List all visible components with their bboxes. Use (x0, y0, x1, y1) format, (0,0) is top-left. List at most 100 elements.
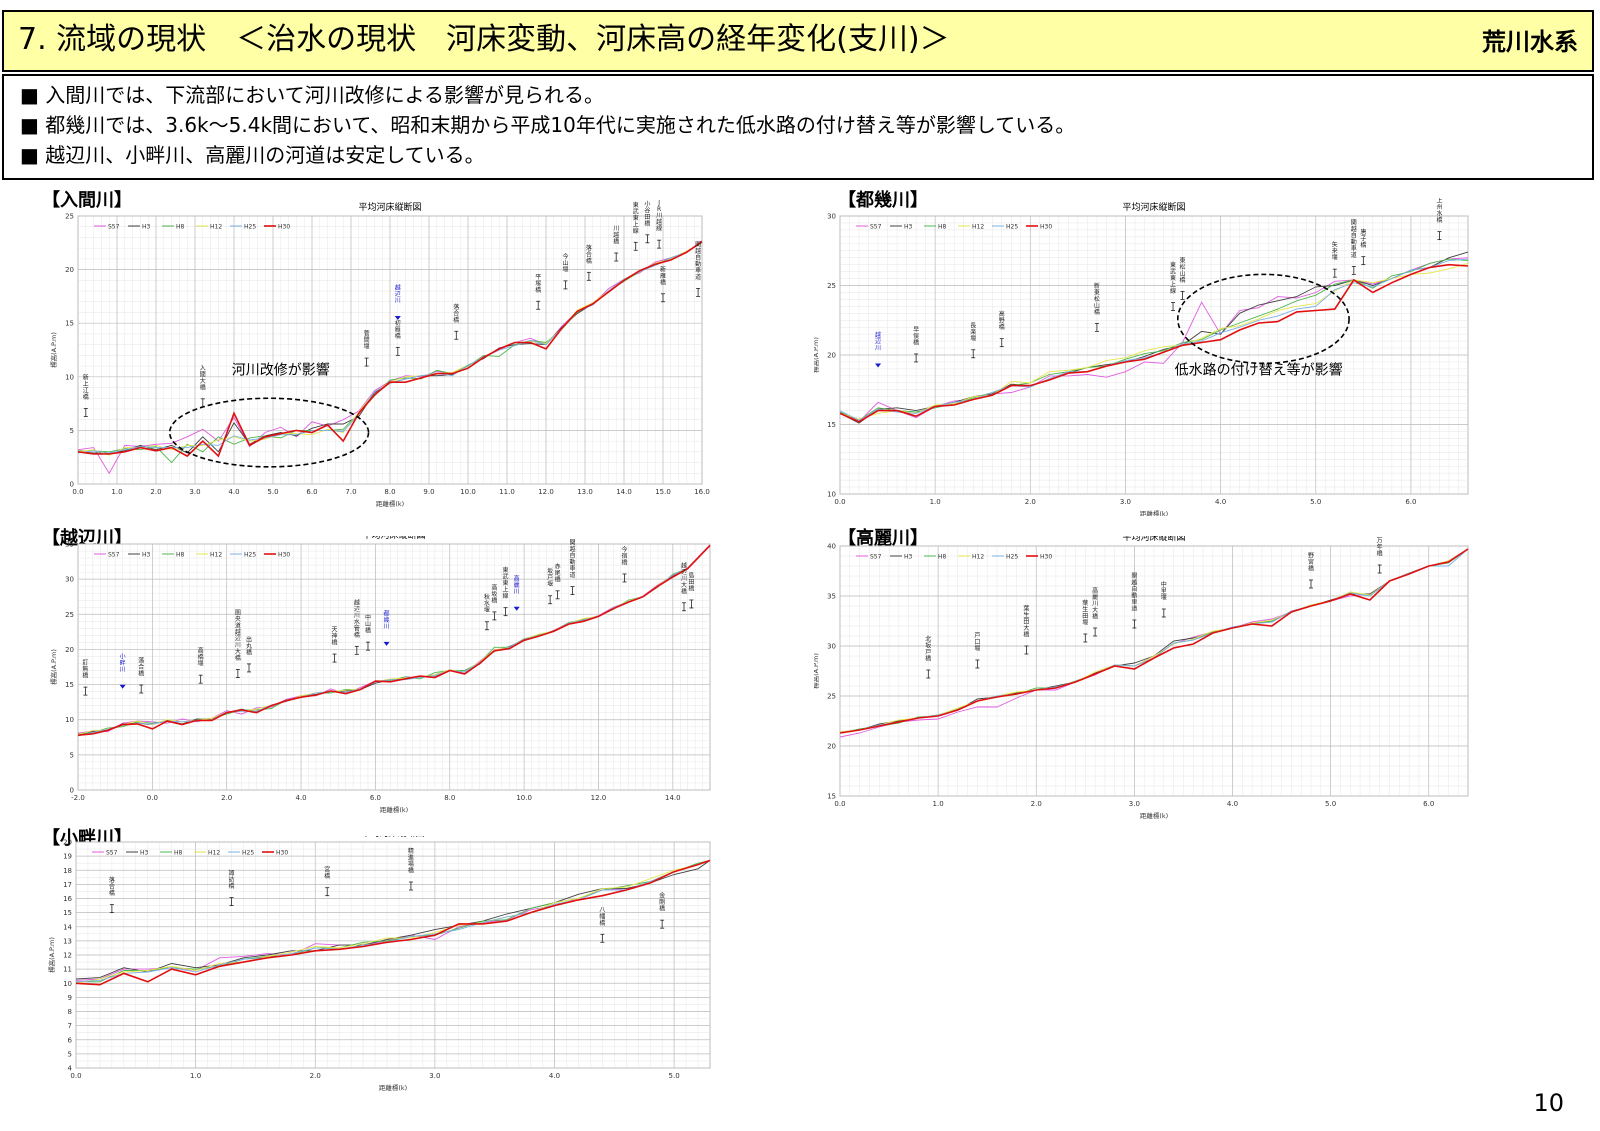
structure-label-char: 水 (484, 600, 490, 608)
tributary-marker (513, 606, 520, 611)
structure-label-char: 東 (1170, 261, 1176, 269)
x-tick-label: 5.0 (1325, 800, 1336, 808)
structure-label-char: 山 (562, 259, 568, 267)
structure-label-char: 天 (332, 627, 338, 634)
y-tick-label: 20 (63, 839, 72, 847)
structure-label: 越辺川 (395, 284, 401, 305)
structure-label-char: 東 (503, 566, 509, 574)
structure-label: 落合橋 (109, 876, 115, 897)
structure-label-char: 橋 (913, 339, 919, 347)
x-tick-label: 4.0 (295, 794, 306, 802)
structure-label-char: 東 (633, 201, 639, 209)
structure-label-char: 江 (83, 388, 89, 395)
structure-label-char: 堰 (547, 580, 553, 588)
structure-label: 東武東上線 (503, 566, 509, 600)
y-axis-label: 標高(A.P.m) (47, 937, 56, 973)
summary-bullet-1: ■ 入間川では、下流部において河川改修による影響が見られる。 (20, 83, 605, 107)
legend-label-h25: H25 (1006, 224, 1018, 231)
x-tick-label: 5.0 (1310, 498, 1321, 506)
legend-label-h8: H8 (174, 850, 183, 857)
structure-label: 越辺川大橋 (681, 561, 687, 595)
x-tick-label: 8.0 (384, 488, 395, 496)
structure-label-char: 管 (354, 624, 360, 632)
structure-label-char: 大 (200, 377, 206, 385)
x-tick-label: 5.0 (267, 488, 278, 496)
structure-label-char: 都 (384, 609, 390, 617)
structure-label-char: 宮 (1308, 558, 1314, 566)
structure-label-char: 落 (109, 876, 115, 884)
structure-label-char: 秋 (484, 593, 490, 601)
structure-label-char: 堰 (198, 660, 204, 668)
y-tick-label: 0 (70, 787, 74, 795)
structure-label: 都幾川 (384, 609, 390, 630)
structure-label-char: 橋 (613, 238, 619, 246)
structure-label-char: 幡 (599, 912, 605, 920)
structure-label-char: 橋 (354, 631, 360, 639)
structure-label: 早俣橋 (913, 327, 919, 347)
structure-label: J R 川越線 (656, 200, 662, 233)
y-tick-label: 30 (827, 213, 836, 221)
x-tick-label: 10.0 (460, 488, 476, 496)
structure-label-char: 越 (681, 561, 687, 569)
x-tick-label: 4.0 (1215, 498, 1226, 506)
chart-iruma: 平均河床縦断図 0.0 1.0 2.0 3.0 4.0 5.0 6.0 7.0 8.0 9.0 10.… (30, 198, 730, 516)
structure-label-char: 車 (1351, 244, 1357, 252)
x-tick-label: 4.0 (549, 1072, 560, 1080)
structure-label-char: 堰 (974, 645, 980, 653)
structure-label-char: 車 (1131, 598, 1137, 606)
series-line-h30 (75, 859, 711, 986)
structure-label-char: 水 (1436, 210, 1442, 218)
structure-label-char: 堰 (484, 606, 490, 614)
legend-label-h3: H3 (142, 552, 151, 559)
chart-title: 平均河床縦断図 (1122, 536, 1185, 543)
y-tick-label: 14 (63, 923, 72, 931)
structure-label-char: 合 (138, 663, 144, 671)
y-tick-label: 7 (68, 1022, 72, 1030)
x-tick-label: 12.0 (591, 794, 607, 802)
x-tick-label: 8.0 (444, 794, 455, 802)
structure-label-char: 生 (1023, 611, 1029, 619)
structure-label-char: 合 (109, 883, 115, 891)
structure-label-char: 矢 (1332, 241, 1338, 249)
structure-label-char: 坂 (925, 642, 931, 650)
structure-label-char: 口 (974, 639, 980, 646)
structure-label: 菅間堰 (364, 330, 370, 351)
x-tick-label: 15.0 (655, 488, 671, 496)
x-tick-label: 2.0 (150, 488, 161, 496)
chart-title: 平均河床縦断図 (361, 836, 424, 839)
structure-label-char: 橋 (555, 575, 561, 583)
x-tick-label: 0.0 (834, 800, 845, 808)
legend-label-h8: H8 (938, 224, 947, 231)
structure-label: 落合橋 (138, 657, 144, 678)
structure-label-char: 辺 (395, 291, 401, 298)
x-tick-label: 12.0 (538, 488, 554, 496)
tributary-marker (119, 684, 126, 689)
structure-label-char: 自 (1351, 231, 1357, 239)
title-bar: 7. 流域の現状 ＜治水の現状 河床変動、河床高の経年変化(支川)＞ 荒川水系 (2, 10, 1594, 72)
y-tick-label: 13 (63, 937, 72, 945)
structure-label-char: 関 (1131, 573, 1137, 580)
structure-label-char: 橋 (453, 316, 459, 324)
structure-label-char: 戸 (547, 575, 553, 582)
structure-label-char: 大 (235, 648, 241, 656)
legend-label-h25: H25 (244, 552, 256, 559)
y-tick-label: 25 (65, 213, 74, 221)
x-tick-label: 14.0 (665, 794, 681, 802)
summary-bullet-2: ■ 都幾川では、3.6k～5.4k間において、昭和末期から平成10年代に実施され… (20, 113, 1076, 137)
structure-label: 坂戸堰 (547, 567, 553, 588)
structure-label: 野宮橋 (1308, 552, 1314, 573)
structure-label: 落合橋 (453, 303, 459, 324)
structure-label-char: 東 (1094, 288, 1100, 296)
chart-svg-iruma: 平均河床縦断図 0.0 1.0 2.0 3.0 4.0 5.0 6.0 7.0 8.0 9.0 10.… (49, 200, 710, 508)
legend-label-h3: H3 (904, 224, 913, 231)
structure-label-char: 動 (569, 558, 575, 566)
x-tick-label: 0.0 (70, 1072, 81, 1080)
legend-label-s57: S57 (870, 224, 882, 231)
structure-label-char: 川 (354, 612, 360, 619)
structure-label-char: 橋 (1360, 241, 1366, 249)
structure-label-char: 関 (695, 241, 701, 248)
x-tick-label: 1.0 (190, 1072, 201, 1080)
structure-label: 金剛橋 (659, 892, 665, 913)
structure-label-char: 谷 (644, 206, 650, 214)
annotation-text: 河川改修が影響 (232, 362, 330, 379)
